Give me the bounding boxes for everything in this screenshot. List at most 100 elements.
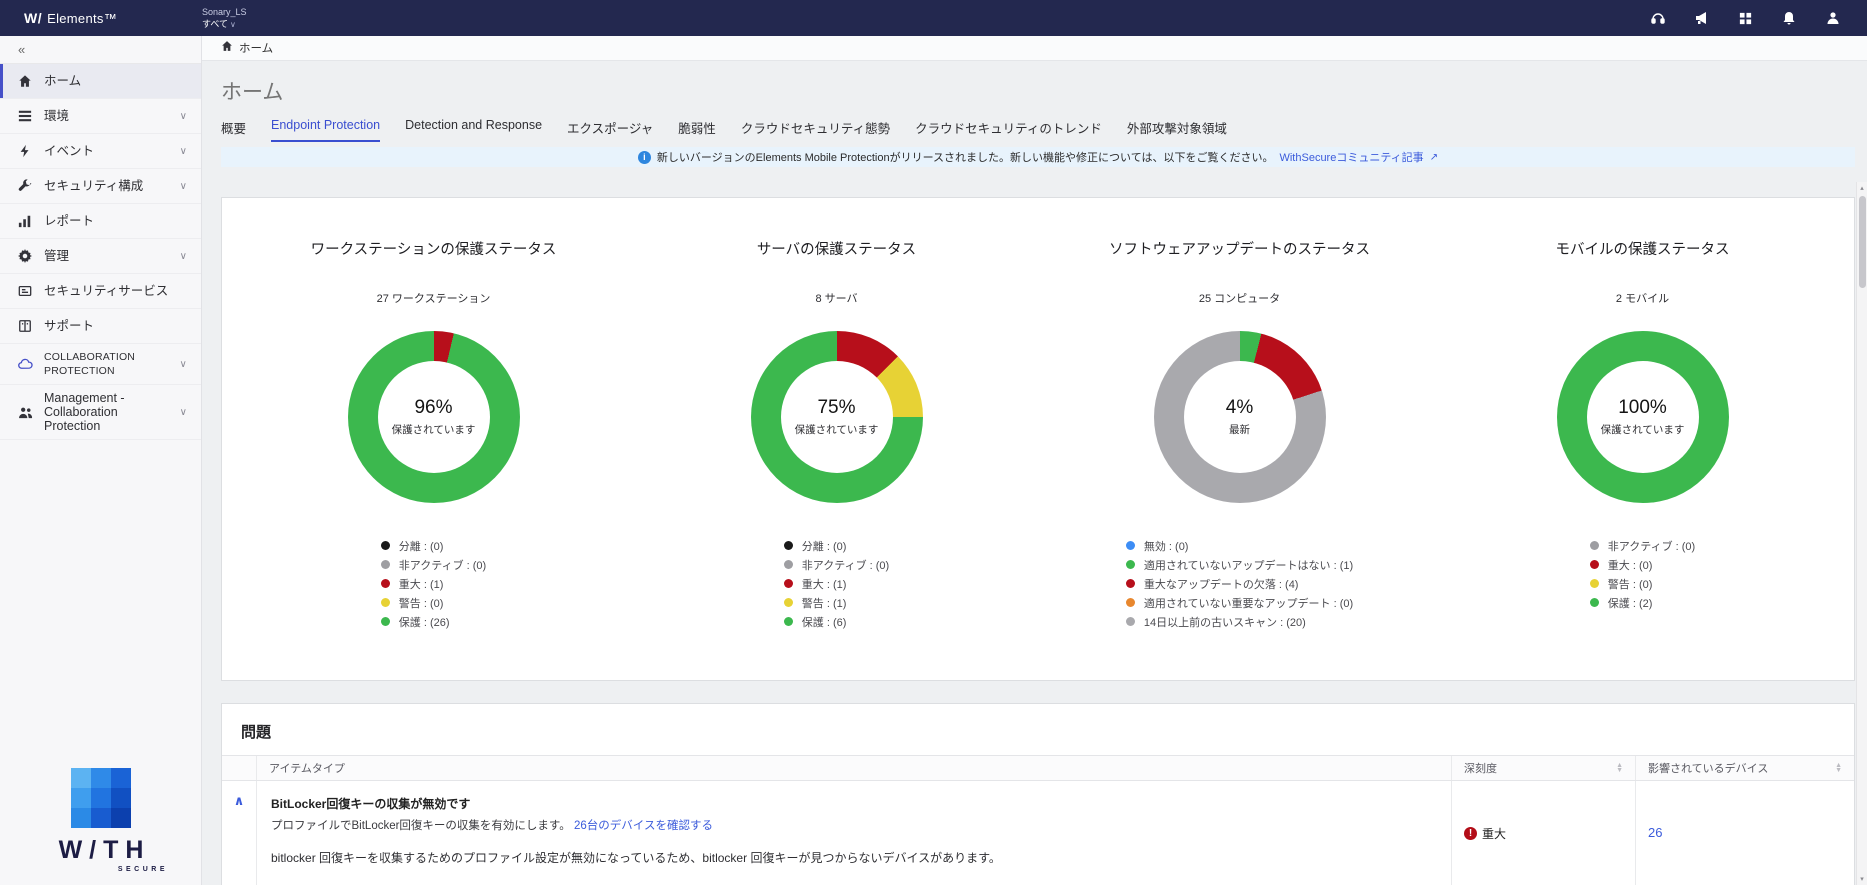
announcements-icon[interactable] [1694, 10, 1710, 26]
community-article-link[interactable]: WithSecureコミュニティ記事 [1279, 152, 1424, 165]
legend-dot [380, 579, 390, 589]
legend-label: 無効 : (0) [1143, 540, 1189, 553]
sidebar-item-environment[interactable]: 環境 ∨ [0, 99, 201, 134]
status-charts-card: ワークステーションの保護ステータス 27 ワークステーション 96% 保護されて… [221, 197, 1855, 682]
sidebar-item-events[interactable]: イベント ∨ [0, 134, 201, 169]
legend-dot [1125, 560, 1135, 570]
tab-overview[interactable]: 概要 [221, 121, 247, 136]
tab-detection-and-response[interactable]: Detection and Response [405, 117, 543, 132]
legend-label: 重大 : (1) [398, 578, 444, 591]
tab-cloud-security-trends[interactable]: クラウドセキュリティのトレンド [915, 121, 1102, 136]
sidebar-item-collaboration-protection[interactable]: COLLABORATION PROTECTION ∨ [0, 344, 201, 385]
sidebar-item-management-collaboration-protection[interactable]: Management - Collaboration Protection ∨ [0, 385, 201, 440]
sidebar-item-reports[interactable]: レポート [0, 204, 201, 239]
tab-endpoint-protection[interactable]: Endpoint Protection [271, 118, 381, 142]
legend-dot [783, 598, 793, 608]
chart-subtitle: 2 モバイル [1615, 293, 1670, 306]
chart-legend: 無効 : (0) 適用されていないアップデートはない : (1) 重大なアップデート… [1125, 536, 1353, 631]
item-type-column-header[interactable]: アイテムタイプ [256, 756, 1451, 781]
legend-dot [1589, 579, 1599, 589]
legend-label: 保護 : (2) [1607, 597, 1653, 610]
cloud-icon [17, 358, 33, 370]
chevron-down-icon: ∨ [179, 145, 187, 157]
sidebar-item-management[interactable]: 管理 ∨ [0, 239, 201, 274]
sidebar-item-security-services[interactable]: セキュリティサービス [0, 274, 201, 309]
legend-item: 重大 : (1) [783, 574, 889, 593]
chevron-down-icon: ∨ [179, 250, 187, 262]
breadcrumb-home-label: ホーム [239, 42, 274, 55]
chart-subtitle: 25 コンピュータ [1198, 293, 1281, 306]
people-icon [17, 406, 33, 419]
legend-dot [1589, 541, 1599, 551]
wrench-icon [17, 179, 33, 193]
legend-item: 分離 : (0) [380, 536, 486, 555]
sidebar-item-support[interactable]: サポート [0, 309, 201, 344]
expand-column-header [222, 756, 256, 780]
legend-label: 非アクティブ : (0) [801, 559, 890, 572]
chevron-down-icon: ∨ [179, 180, 187, 192]
sidebar-collapse-button[interactable]: « [0, 36, 201, 64]
apps-grid-icon[interactable] [1738, 11, 1753, 26]
legend-dot [783, 579, 793, 589]
chart-legend: 分離 : (0) 非アクティブ : (0) 重大 : (1) 警告 : (1) 保護 :… [783, 536, 890, 631]
page-title: ホーム [221, 80, 284, 104]
scroll-up-icon[interactable]: ▴ [1860, 185, 1864, 192]
sort-icons[interactable]: ▲ ▼ [1616, 762, 1623, 775]
withsecure-logo: W/TH SECURE [0, 768, 202, 873]
severity-column-header[interactable]: 深刻度 ▲ ▼ [1451, 756, 1635, 781]
vertical-scrollbar[interactable]: ▴ ▾ [1856, 182, 1867, 885]
company-name: Sonary_LS [202, 6, 247, 17]
notifications-bell-icon[interactable] [1781, 10, 1797, 26]
home-icon [17, 74, 33, 88]
breadcrumb[interactable]: ホーム [202, 36, 1867, 61]
mobile-protection-chart: モバイルの保護ステータス 2 モバイル 100% 保護されています 非アクティブ… [1441, 238, 1844, 652]
issue-subtitle: プロファイルでBitLocker回復キーの収集を有効にします。 26台のデバイス… [271, 820, 713, 833]
legend-label: 14日以上前の古いスキャン : (20) [1143, 616, 1306, 629]
withsecure-wordmark-sub: SECURE [117, 866, 168, 873]
collapse-row-icon[interactable]: ∧ [233, 792, 245, 808]
affected-devices-column-header[interactable]: 影響されているデバイス ▲ ▼ [1635, 756, 1854, 781]
tab-exposure[interactable]: エクスポージャ [567, 121, 654, 136]
bar-chart-icon [17, 214, 33, 228]
support-headset-icon[interactable] [1650, 10, 1666, 26]
issues-table-header: アイテムタイプ 深刻度 ▲ ▼ 影響されているデバイス ▲ ▼ [222, 756, 1854, 782]
tab-vulnerabilities[interactable]: 脆弱性 [678, 121, 716, 136]
sidebar-item-security-configurations[interactable]: セキュリティ構成 ∨ [0, 169, 201, 204]
sidebar-item-home[interactable]: ホーム [0, 64, 201, 99]
legend-dot [380, 560, 390, 570]
tab-external-attack-surface[interactable]: 外部攻撃対象領域 [1126, 121, 1227, 136]
home-icon [221, 40, 233, 55]
company-selector[interactable]: Sonary_LS すべて ∨ [202, 6, 247, 31]
chart-title: ワークステーションの保護ステータス [310, 242, 557, 259]
info-icon: i [637, 150, 651, 164]
legend-item: 警告 : (0) [380, 593, 486, 612]
elements-logo: W/ Elements™ [24, 10, 202, 26]
legend-item: 重大 : (0) [1589, 555, 1695, 574]
legend-dot [1125, 598, 1135, 608]
check-devices-link[interactable]: 26台のデバイスを確認する [574, 820, 713, 833]
legend-label: 重大なアップデートの欠落 : (4) [1143, 578, 1299, 591]
collapse-icon: « [18, 42, 26, 57]
legend-item: 適用されていない重要なアップデート : (0) [1125, 593, 1353, 612]
logo-text: Elements™ [47, 11, 117, 26]
legend-label: 保護 : (26) [398, 616, 450, 629]
legend-dot [380, 598, 390, 608]
chart-title: サーバの保護ステータス [756, 242, 917, 259]
donut-center: 100% 保護されています [1586, 361, 1699, 474]
affected-devices-count[interactable]: 26 [1648, 825, 1663, 841]
scroll-thumb[interactable] [1859, 196, 1866, 288]
donut-center: 96% 保護されています [377, 361, 490, 474]
events-icon [17, 144, 33, 158]
account-icon[interactable] [1825, 10, 1841, 26]
workstation-protection-chart: ワークステーションの保護ステータス 27 ワークステーション 96% 保護されて… [232, 238, 635, 652]
legend-label: 非アクティブ : (0) [1607, 540, 1696, 553]
chevron-down-icon: ∨ [179, 406, 187, 418]
sort-icons[interactable]: ▲ ▼ [1835, 762, 1842, 775]
issue-title: BitLocker回復キーの収集が無効です [271, 797, 471, 812]
tab-bar: 概要 Endpoint Protection Detection and Res… [221, 118, 1867, 142]
issue-description: bitlocker 回復キーを収集するためのプロファイル設定が無効になっているた… [271, 851, 1001, 866]
legend-item: 重大 : (1) [380, 574, 486, 593]
main-content: ホーム ホーム 概要 Endpoint Protection Detection… [202, 36, 1867, 885]
tab-cloud-security-posture[interactable]: クラウドセキュリティ態勢 [740, 121, 891, 136]
scroll-down-icon[interactable]: ▾ [1860, 876, 1864, 883]
